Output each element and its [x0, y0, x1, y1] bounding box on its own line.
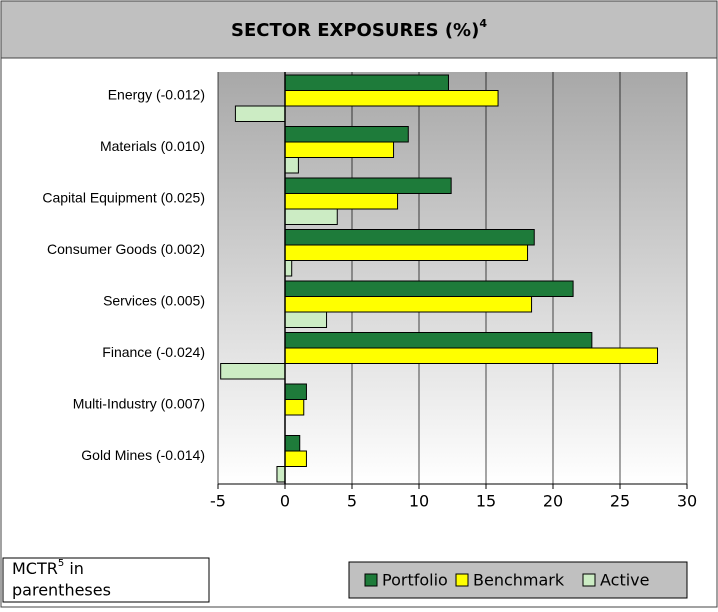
y-tick-label: Services (0.005) [103, 292, 205, 308]
title-superscript: 4 [479, 17, 487, 30]
bar [284, 193, 399, 210]
x-tick-label: 30 [677, 492, 697, 511]
note-line: parentheses [12, 581, 111, 600]
legend-label: Portfolio [382, 571, 448, 590]
bar [284, 157, 299, 174]
bar [284, 141, 395, 158]
y-tick-label: Consumer Goods (0.002) [47, 241, 205, 257]
bar [284, 399, 305, 416]
bar [284, 74, 449, 91]
bar [284, 296, 533, 313]
x-tick-label: 0 [280, 492, 290, 511]
x-tick-label: 15 [476, 492, 496, 511]
x-tick-label: 5 [347, 492, 357, 511]
x-tick-label: 10 [409, 492, 429, 511]
bar [284, 280, 574, 297]
legend [348, 561, 688, 599]
legend-swatch [582, 573, 596, 587]
title-bar [0, 0, 718, 59]
bar [284, 229, 535, 246]
note-superscript: 5 [58, 558, 64, 569]
bar [284, 126, 409, 143]
x-tick-label: 20 [543, 492, 563, 511]
chart-title: SECTOR EXPOSURES (%)4 [231, 17, 487, 41]
legend-label: Active [600, 571, 650, 590]
bar [284, 244, 529, 261]
bar [220, 363, 286, 380]
note-box [2, 557, 210, 603]
y-tick-label: Multi-Industry (0.007) [73, 395, 205, 411]
bar [284, 347, 659, 364]
bar [284, 260, 293, 277]
legend-swatch [364, 573, 378, 587]
y-tick-label: Energy (-0.012) [108, 86, 205, 102]
y-tick-label: Gold Mines (-0.014) [81, 447, 205, 463]
y-tick-label: Capital Equipment (0.025) [42, 189, 205, 205]
note: MCTR5 in [12, 558, 84, 578]
note-text: MCTR [12, 559, 58, 578]
x-tick-label: -5 [210, 492, 226, 511]
x-tick-label: 25 [610, 492, 630, 511]
legend-swatch [455, 573, 469, 587]
title-text: SECTOR EXPOSURES (%) [231, 20, 479, 41]
bar [284, 208, 338, 225]
bar [284, 383, 307, 400]
bar [284, 177, 452, 194]
y-tick-label: Materials (0.010) [100, 138, 205, 154]
bar [284, 90, 499, 107]
y-tick-label: Finance (-0.024) [102, 344, 205, 360]
bar [284, 450, 307, 467]
bar [284, 332, 593, 349]
bar [234, 105, 286, 122]
bar [284, 311, 328, 328]
bar [276, 466, 286, 483]
legend-label: Benchmark [473, 571, 565, 590]
note-text: in [64, 559, 84, 578]
bar [284, 435, 301, 452]
